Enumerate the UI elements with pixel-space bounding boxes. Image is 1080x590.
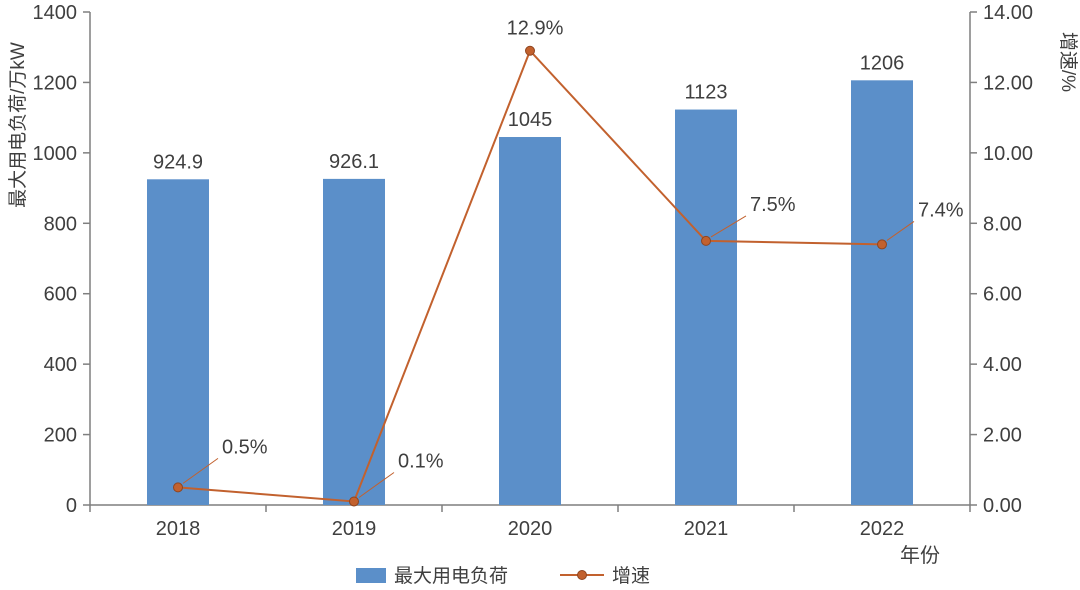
label-leader-line (182, 457, 219, 484)
x-category-label: 2019 (332, 518, 377, 540)
right-tick-label: 0.00 (983, 495, 1022, 517)
x-category-label: 2021 (684, 518, 729, 540)
bar-value-label: 926.1 (329, 151, 379, 173)
bar-2019 (323, 178, 385, 505)
legend-bar-swatch (356, 568, 386, 583)
right-tick-label: 12.00 (983, 72, 1033, 94)
left-tick-label: 800 (44, 213, 77, 235)
right-tick-label: 8.00 (983, 213, 1022, 235)
line-marker-2019 (349, 496, 359, 507)
line-value-label: 12.9% (507, 18, 564, 40)
bar-value-label: 1206 (860, 52, 905, 74)
plot-area: 0 200 400 600 800 1000 1200 1400 0.00 2.00 4.00 6.0… (7, 2, 1079, 567)
line-marker-2018 (173, 482, 183, 493)
left-tick-label: 1400 (33, 2, 78, 24)
bar-2018 (147, 179, 209, 505)
line-value-label: 0.1% (398, 450, 444, 472)
line-marker-2022 (877, 239, 887, 250)
bar-value-label: 1123 (684, 82, 727, 104)
left-tick-label: 600 (44, 284, 77, 306)
right-tick-label: 6.00 (983, 284, 1022, 306)
right-tick-label: 4.00 (983, 354, 1022, 376)
label-leader-line (710, 215, 747, 238)
left-tick-label: 1200 (33, 72, 78, 94)
x-axis-title: 年份 (900, 544, 940, 567)
legend-bar-label: 最大用电负荷 (394, 565, 508, 587)
label-leader-line (358, 472, 395, 498)
line-marker-2020 (525, 45, 535, 56)
right-axis-title: 增速/% (1057, 32, 1079, 92)
label-leader-line (886, 221, 915, 241)
right-tick-label: 2.00 (983, 425, 1022, 447)
x-category-label: 2018 (156, 518, 201, 540)
legend-line-label: 增速 (612, 565, 650, 587)
bar-2020 (499, 137, 561, 505)
left-tick-label: 400 (44, 354, 77, 376)
right-tick-label: 10.00 (983, 143, 1033, 165)
line-marker-2021 (701, 235, 711, 246)
line-value-label: 0.5% (222, 436, 268, 458)
line-value-label: 7.4% (918, 199, 964, 221)
x-category-label: 2022 (860, 518, 905, 540)
bar-2022 (851, 80, 913, 506)
right-tick-label: 14.00 (983, 2, 1033, 24)
x-category-label: 2020 (508, 518, 553, 540)
bar-2021 (675, 109, 737, 505)
left-tick-label: 0 (66, 495, 77, 517)
left-tick-label: 1000 (33, 143, 78, 165)
bar-value-label: 924.9 (153, 151, 203, 173)
bar-value-label: 1045 (508, 109, 553, 131)
left-axis-title: 最大用电负荷/万kW (7, 42, 29, 208)
line-value-label: 7.5% (750, 194, 796, 216)
legend-line-marker (577, 570, 587, 580)
legend: 最大用电负荷 增速 (356, 565, 650, 587)
left-tick-label: 200 (44, 425, 77, 447)
